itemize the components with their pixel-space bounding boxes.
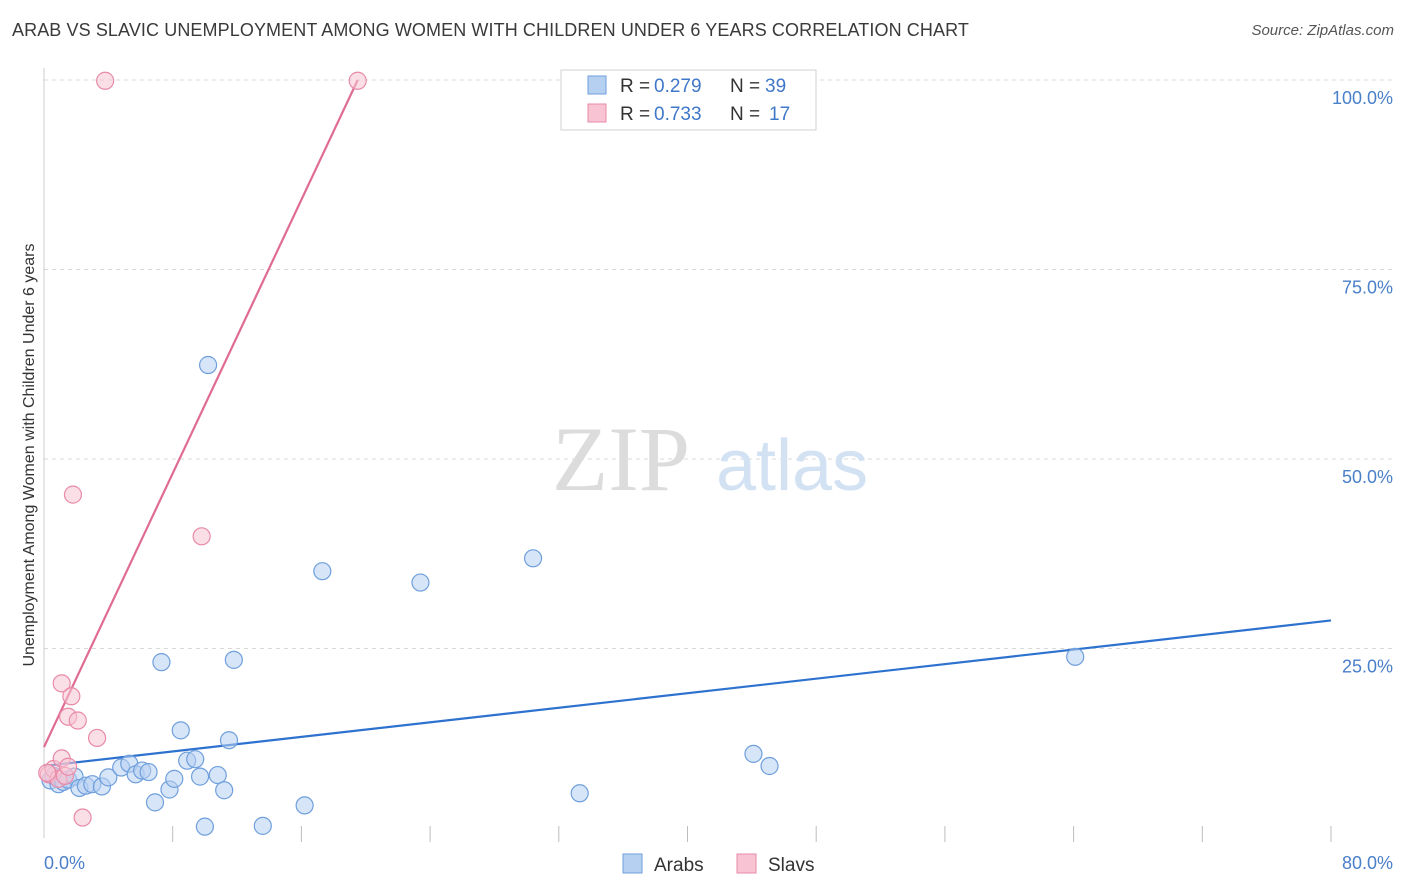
slavs-point xyxy=(63,485,83,504)
slavs-n-value: 17 xyxy=(769,104,790,125)
watermark-atlas: atlas xyxy=(716,426,868,506)
slavs-point xyxy=(68,711,87,730)
slavs-r-label: R = xyxy=(620,104,650,125)
arabs-point xyxy=(219,731,239,750)
slavs-trend-line xyxy=(43,79,359,748)
slavs-n-label: N = xyxy=(730,104,760,125)
slavs-point xyxy=(348,71,367,90)
y-tick-label: 100.0% xyxy=(1332,88,1393,108)
data-points xyxy=(38,71,1085,836)
arabs-r-label: R = xyxy=(620,76,650,97)
slavs-series-label: Slavs xyxy=(768,855,814,876)
slavs-point xyxy=(52,674,71,693)
axes xyxy=(43,68,1332,842)
y-tick-label: 50.0% xyxy=(1342,467,1393,487)
arabs-point xyxy=(198,355,218,375)
slavs-point xyxy=(62,687,81,706)
arabs-point xyxy=(208,765,227,785)
chart-source: Source: ZipAtlas.com xyxy=(1251,22,1394,39)
grid-lines xyxy=(44,79,1392,649)
arabs-point xyxy=(139,762,158,782)
trend-lines xyxy=(43,79,1332,768)
arabs-series-swatch xyxy=(622,853,643,874)
arabs-point xyxy=(295,796,314,815)
arabs-point xyxy=(253,816,272,835)
arabs-r-value: 0.279 xyxy=(654,76,702,97)
tick-labels: 25.0% 50.0% 75.0% 100.0% 0.0% 80.0% xyxy=(44,88,1393,873)
watermark: ZIP atlas xyxy=(552,408,868,510)
arabs-point xyxy=(224,650,243,669)
arabs-point xyxy=(186,750,205,769)
arabs-point xyxy=(190,767,210,786)
arabs-point xyxy=(744,744,763,763)
arabs-legend-swatch xyxy=(587,75,607,95)
arabs-point xyxy=(171,721,190,740)
slavs-point xyxy=(73,808,92,827)
arabs-point xyxy=(152,653,171,672)
slavs-legend-swatch xyxy=(587,103,607,123)
arabs-n-label: N = xyxy=(730,76,760,97)
stats-legend: R = 0.279 N = 39 R = 0.733 N = 17 xyxy=(560,69,817,131)
watermark-zip: ZIP xyxy=(552,408,690,510)
x-tick-label: 0.0% xyxy=(44,853,85,873)
y-tick-label: 25.0% xyxy=(1342,657,1393,677)
arabs-point xyxy=(145,793,165,812)
arabs-point xyxy=(99,768,118,787)
slavs-point xyxy=(192,527,211,546)
arabs-point xyxy=(313,562,332,581)
arabs-series-label: Arabs xyxy=(654,855,704,876)
slavs-point xyxy=(59,757,78,776)
chart-title: ARAB VS SLAVIC UNEMPLOYMENT AMONG WOMEN … xyxy=(12,20,969,40)
slavs-point xyxy=(87,728,107,748)
slavs-series-swatch xyxy=(736,853,757,874)
arabs-n-value: 39 xyxy=(765,76,786,97)
series-legend: Arabs Slavs xyxy=(622,853,814,876)
arabs-point xyxy=(570,784,589,803)
slavs-point xyxy=(38,763,57,782)
arabs-point xyxy=(760,756,779,776)
slavs-point xyxy=(96,71,115,90)
arabs-point xyxy=(411,573,430,592)
arabs-point xyxy=(523,549,543,568)
y-axis-label: Unemployment Among Women with Children U… xyxy=(21,243,38,666)
x-tick-label: 80.0% xyxy=(1342,853,1393,873)
arabs-point xyxy=(165,769,184,788)
arabs-point xyxy=(215,781,234,800)
arabs-point xyxy=(195,817,214,836)
arabs-trend-line xyxy=(43,619,1332,768)
y-tick-label: 75.0% xyxy=(1342,278,1393,298)
arabs-point xyxy=(1066,647,1085,666)
slavs-r-value: 0.733 xyxy=(654,104,702,125)
